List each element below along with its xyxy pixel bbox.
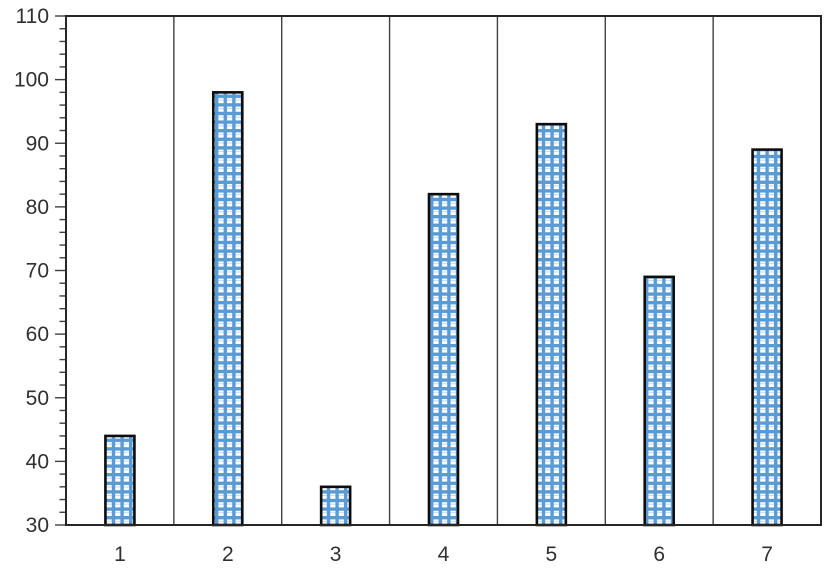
bar-series1-cat5 bbox=[535, 122, 568, 527]
y-axis-tick-label: 50 bbox=[26, 387, 49, 410]
y-axis-tick-label: 30 bbox=[26, 514, 49, 537]
x-axis-category-label: 3 bbox=[330, 543, 342, 566]
y-axis-tick-label: 70 bbox=[26, 260, 49, 283]
x-axis-category-label: 7 bbox=[761, 543, 773, 566]
y-axis-tick-label: 40 bbox=[26, 450, 49, 473]
x-axis-category-label: 6 bbox=[653, 543, 665, 566]
y-axis-tick-label: 100 bbox=[14, 69, 49, 92]
y-axis-tick-label: 90 bbox=[26, 132, 49, 155]
bar-series1-cat7 bbox=[751, 148, 783, 527]
y-axis-tick-label: 80 bbox=[26, 196, 49, 219]
bar-series1-cat6 bbox=[643, 275, 676, 527]
bar-series1-cat2 bbox=[211, 91, 244, 527]
y-axis-tick-label: 60 bbox=[26, 323, 49, 346]
bar-series1-cat1 bbox=[104, 434, 136, 527]
plot-frame bbox=[65, 15, 822, 526]
bar-series1-cat3 bbox=[319, 485, 352, 527]
x-axis-category-label: 4 bbox=[438, 543, 450, 566]
x-axis-category-label: 1 bbox=[114, 543, 126, 566]
y-axis-tick-label: 110 bbox=[16, 5, 49, 28]
x-axis-category-label: 2 bbox=[222, 543, 234, 566]
bar-series1-cat4 bbox=[427, 192, 460, 527]
x-axis-category-label: 5 bbox=[546, 543, 558, 566]
